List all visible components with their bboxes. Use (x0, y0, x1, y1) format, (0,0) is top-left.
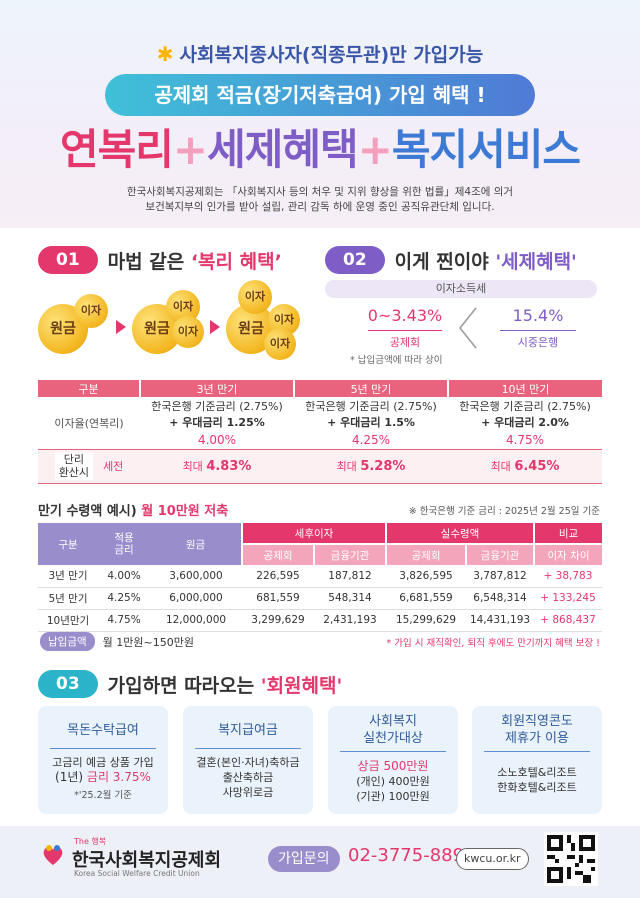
logo-icon (40, 842, 66, 868)
header-cell: 3년 만기 (139, 380, 294, 397)
conversion-cell: 최대 6.45% (448, 449, 602, 484)
divider (368, 330, 442, 331)
header-cell: 금융기관 (313, 543, 386, 565)
plus-icon: + (357, 125, 393, 174)
payment-badge: 납입금액 (40, 632, 95, 651)
plus-icon: + (172, 125, 208, 174)
table-row: 5년 만기 4.25% 6,000,000 681,559 548,314 6,681,5… (38, 587, 602, 610)
title-welfare: 복지서비스 (391, 125, 581, 174)
header-cell: 실수령액 (385, 523, 534, 544)
logo-text: 한국사회복지공제회 (72, 850, 222, 871)
benefit-card-award: 사회복지 실천가대상 상금 500만원 (개인) 400만원 (기관) 100만… (328, 706, 458, 814)
header-subtitle: ✱ 사회복지종사자(직종무관)만 가입가능 (156, 42, 484, 66)
section2-number: 02 (325, 246, 385, 274)
qr-code-icon[interactable] (544, 832, 598, 886)
benefit-card-deposit: 목돈수탁급여 고금리 예금 상품 가입 (1년) 금리 3.75% *'25.2… (38, 706, 168, 814)
header-pill: 공제회 적금(장기저축급여) 가입 혜택 ! (105, 74, 535, 116)
header-main-title: 연복리+세제혜택+복지서비스 (0, 122, 640, 178)
section3-header: 03 가입하면 따라오는 '회원혜택' (38, 670, 342, 698)
header-cell: 적용 금리 (98, 523, 150, 565)
fund-label: 공제회 (389, 336, 421, 349)
interest-coin: 이자 (74, 294, 108, 328)
header-cell: 구분 (38, 380, 140, 397)
header-description: 한국사회복지공제회는 「사회복지사 등의 처우 및 지위 향상을 위한 법률」제… (126, 186, 514, 213)
logo-english: Korea Social Welfare Credit Union (74, 869, 200, 878)
table-row: 10년만기 4.75% 12,000,000 3,299,629 2,431,193 15… (38, 609, 602, 632)
header-cell: 5년 만기 (293, 380, 448, 397)
payment-range: 납입금액 월 1만원~150만원 (40, 632, 194, 651)
header-cell: 비교 (533, 523, 602, 544)
arrow-right-icon (210, 320, 220, 334)
sparkle-icon: ✱ (156, 42, 174, 66)
section1-header: 01 마법 같은 ‘복리 혜택’ (38, 246, 282, 274)
rate-cell: 한국은행 기준금리 (2.75%) + 우대금리 2.0% 4.75% (448, 397, 602, 450)
bank-label: 시중은행 (517, 336, 559, 349)
row-label: 이자율(연복리) (38, 397, 140, 450)
header-cell: 구분 (38, 523, 98, 565)
website-link[interactable]: kwcu.or.kr (456, 848, 529, 870)
tax-note: * 납입금액에 따라 상이 (350, 355, 443, 366)
conversion-cell: 최대 4.83% (140, 449, 294, 484)
header-cell: 금융기관 (465, 543, 534, 565)
fund-tax-rate: 0~3.43% (367, 306, 443, 325)
header-cell: 공제회 (385, 543, 466, 565)
arrow-right-icon (116, 320, 126, 334)
tax-bar-label: 이자소득세 (325, 280, 597, 298)
phone-number[interactable]: 02-3775-8899 (348, 845, 476, 866)
benefit-note: * 가입 시 재직확인, 퇴직 후에도 만기까지 혜택 보장 ! (386, 638, 600, 649)
header-cell: 이자 차이 (533, 543, 602, 565)
divider (500, 330, 576, 331)
section1-number: 01 (38, 246, 98, 274)
benefit-card-condo: 회원직영콘도 제휴가 이용 소노호텔&리조트 한화호텔&리조트 (472, 706, 602, 814)
interest-coin: 이자 (172, 316, 204, 348)
title-tax: 세제혜택 (207, 125, 359, 174)
bank-tax-rate: 15.4% (512, 306, 564, 325)
title-compound: 연복리 (59, 125, 174, 174)
interest-coin: 이자 (264, 328, 296, 360)
compound-illustration: 원금 이자 원금 이자 이자 원금 이자 이자 이자 (38, 280, 308, 360)
contact-badge: 가입문의 (268, 846, 340, 872)
rate-table: 구분 3년 만기 5년 만기 10년 만기 이자율(연복리) 한국은행 기준금리… (38, 380, 602, 484)
conversion-cell: 최대 5.28% (294, 449, 448, 484)
section3-number: 03 (38, 670, 98, 698)
rate-cell: 한국은행 기준금리 (2.75%) + 우대금리 1.5% 4.25% (294, 397, 448, 450)
header-cell: 공제회 (241, 543, 314, 565)
footer: The 행복 한국사회복지공제회 Korea Social Welfare Cr… (0, 826, 640, 898)
header-cell: 세후이자 (241, 523, 386, 544)
basis-note: ※ 한국은행 기준 금리 : 2025년 2월 25일 기준 (408, 506, 600, 517)
benefit-card-welfare: 복지급여금 결혼(본인·자녀)축하금 출산축하금 사망위로금 (183, 706, 313, 814)
rate-cell: 한국은행 기준금리 (2.75%) + 우대금리 1.25% 4.00% (140, 397, 294, 450)
table-row: 3년 만기 4.00% 3,600,000 226,595 187,812 3,826,5… (38, 565, 602, 588)
section2-header: 02 이게 찐이야 '세제혜택' (325, 246, 577, 274)
conversion-label: 단리 환산시 세전 (38, 449, 140, 484)
header-cell: 10년 만기 (447, 380, 602, 397)
maturity-table: 구분 적용 금리 원금 세후이자 실수령액 비교 공제회 금융기관 공제회 금융… (38, 523, 602, 632)
less-than-icon (459, 307, 477, 349)
header: ✱ 사회복지종사자(직종무관)만 가입가능 공제회 적금(장기저축급여) 가입 혜… (0, 0, 640, 228)
header-cell: 원금 (150, 523, 242, 565)
example-title: 만기 수령액 예시) 월 10만원 저축 (38, 504, 229, 519)
logo-tagline: The 행복 (74, 837, 107, 846)
interest-coin: 이자 (238, 280, 272, 314)
